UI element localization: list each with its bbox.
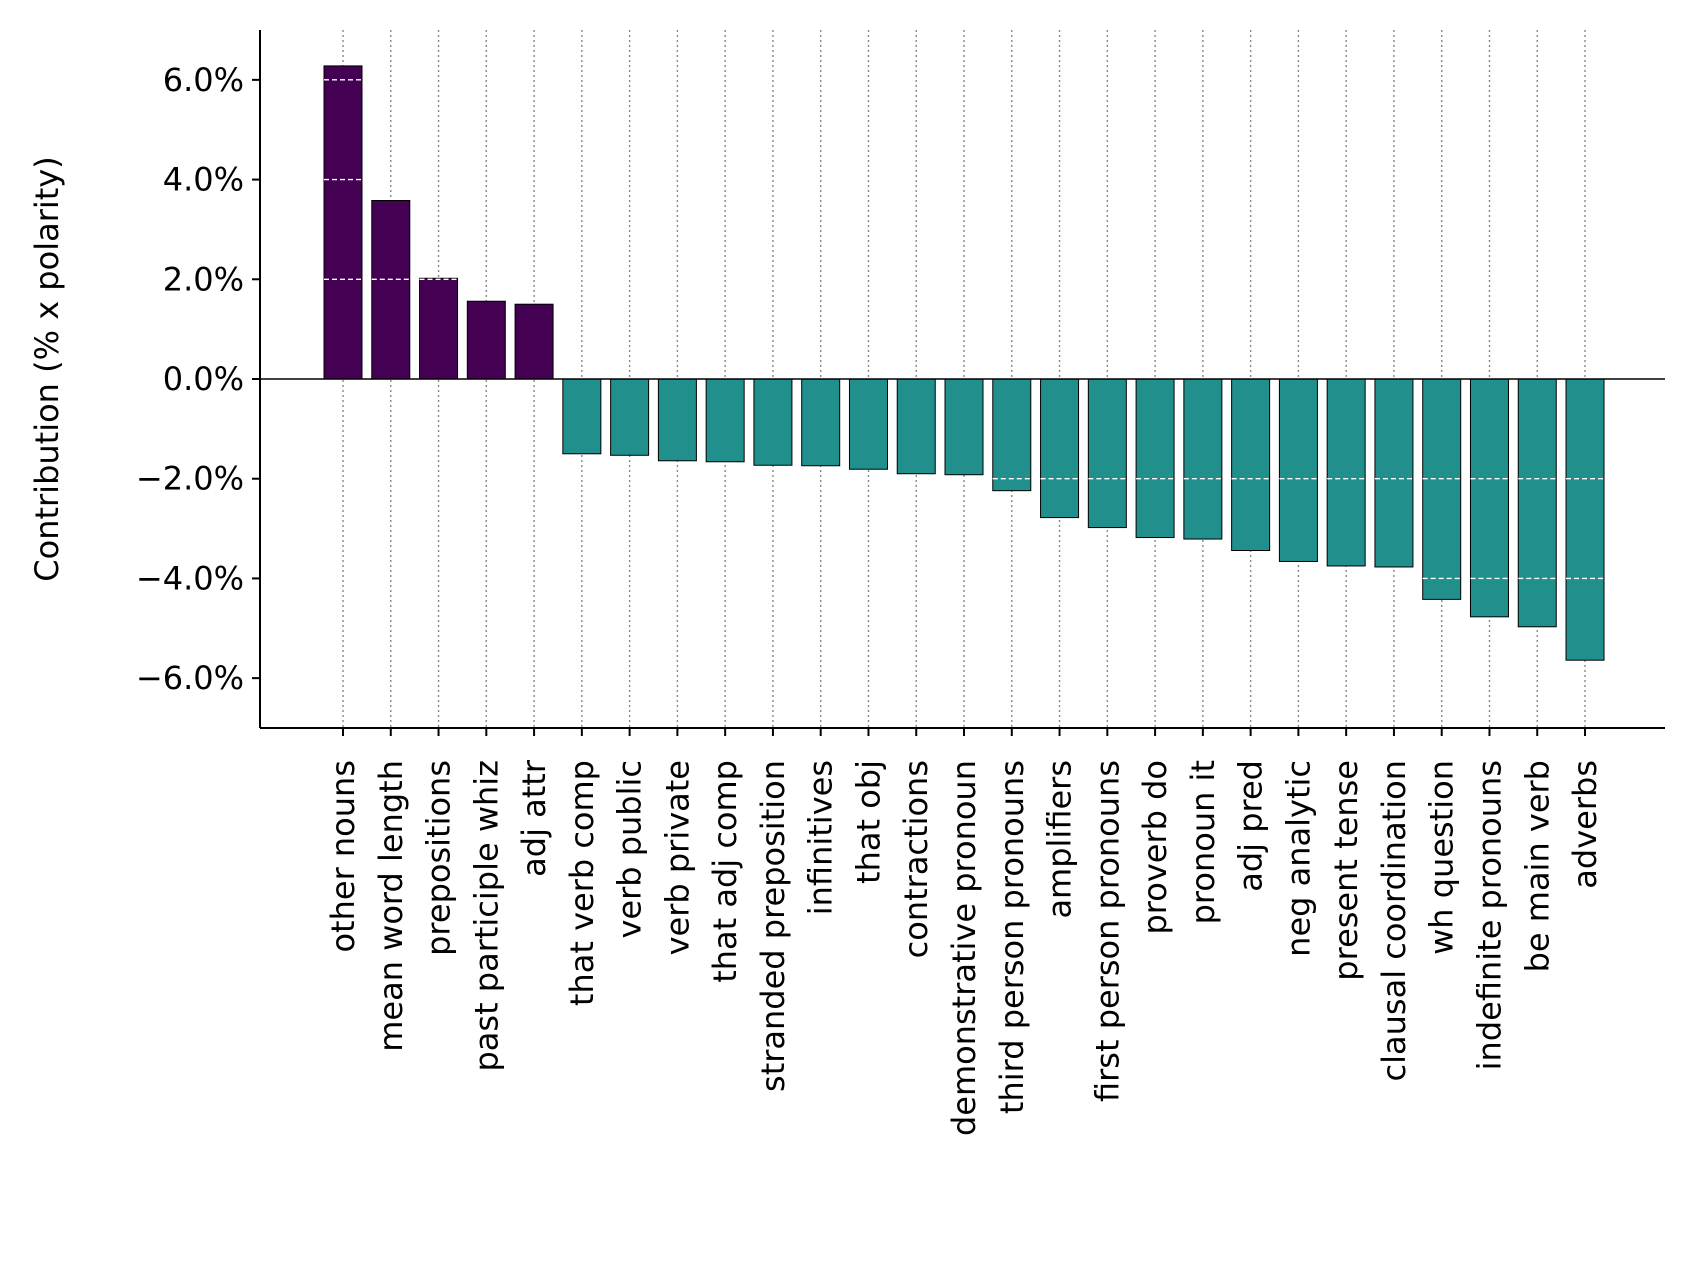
x-tick-label: demonstrative pronoun bbox=[945, 760, 983, 1136]
x-tick-label: wh question bbox=[1423, 760, 1461, 955]
bar bbox=[1565, 378, 1605, 661]
bar bbox=[371, 200, 411, 380]
y-tick-label: −4.0% bbox=[136, 559, 244, 597]
bar bbox=[1040, 378, 1080, 519]
x-tick-label: verb public bbox=[611, 760, 649, 939]
bar bbox=[610, 378, 650, 456]
bar bbox=[1422, 378, 1462, 600]
x-tick-label: other nouns bbox=[324, 760, 362, 953]
bar bbox=[992, 378, 1032, 492]
y-axis-title: Contribution (% x polarity) bbox=[28, 156, 66, 581]
x-tick-label: mean word length bbox=[372, 760, 410, 1052]
x-tick-label: prepositions bbox=[420, 760, 458, 956]
x-tick-label: indefinite pronouns bbox=[1470, 760, 1508, 1070]
y-tick-label: 0.0% bbox=[163, 360, 244, 398]
x-tick-label: neg analytic bbox=[1279, 760, 1317, 957]
bar bbox=[514, 303, 554, 380]
x-tick-label: past participle whiz bbox=[467, 760, 505, 1072]
x-tick-label: amplifiers bbox=[1041, 760, 1079, 919]
bar bbox=[562, 378, 602, 455]
y-tick-label: −6.0% bbox=[136, 659, 244, 697]
inner-grid-layer bbox=[324, 79, 1605, 580]
y-tick-label: 6.0% bbox=[163, 61, 244, 99]
x-tick-label: that adj comp bbox=[706, 760, 744, 983]
x-tick-label: infinitives bbox=[802, 760, 840, 915]
bar bbox=[848, 378, 888, 470]
bar bbox=[1517, 378, 1557, 628]
y-tick-label: −2.0% bbox=[136, 460, 244, 498]
bar bbox=[1278, 378, 1318, 562]
bar bbox=[657, 378, 697, 462]
bar bbox=[1231, 378, 1271, 552]
x-tick-label: stranded preposition bbox=[754, 760, 792, 1092]
bar bbox=[419, 277, 459, 380]
x-tick-label: proverb do bbox=[1136, 760, 1174, 935]
bar bbox=[1326, 378, 1366, 567]
y-tick-label: 4.0% bbox=[163, 161, 244, 199]
x-tick-label: be main verb bbox=[1518, 760, 1556, 972]
bar bbox=[466, 300, 506, 380]
x-tick-label: verb private bbox=[658, 760, 696, 955]
bar bbox=[1374, 378, 1414, 568]
x-tick-label: first person pronouns bbox=[1088, 760, 1126, 1102]
x-tick-label: present tense bbox=[1327, 760, 1365, 981]
x-tick-label: third person pronouns bbox=[993, 760, 1031, 1114]
bar bbox=[753, 378, 793, 466]
x-tick-label: pronoun it bbox=[1184, 760, 1222, 924]
y-tick-label: 2.0% bbox=[163, 260, 244, 298]
bar bbox=[801, 378, 841, 467]
bar bbox=[1183, 378, 1223, 540]
bar bbox=[1135, 378, 1175, 539]
x-tick-label: adj pred bbox=[1232, 760, 1270, 892]
bar bbox=[1469, 378, 1509, 618]
x-tick-label: clausal coordination bbox=[1375, 760, 1413, 1081]
bar bbox=[896, 378, 936, 475]
bar bbox=[1087, 378, 1127, 529]
x-tick-label: contractions bbox=[897, 760, 935, 958]
bar bbox=[705, 378, 745, 463]
x-tick-label: adverbs bbox=[1566, 760, 1604, 889]
x-tick-label: that verb comp bbox=[563, 760, 601, 1006]
axis-layer: −6.0% −4.0% −2.0% 0.0% 2.0% 4.0% 6.0% other nou… bbox=[136, 30, 1665, 1136]
x-tick-label: that obj bbox=[849, 760, 887, 884]
bar bbox=[323, 65, 363, 380]
x-tick-label: adj attr bbox=[515, 759, 553, 877]
bar-layer bbox=[323, 65, 1605, 661]
bar bbox=[944, 378, 984, 476]
